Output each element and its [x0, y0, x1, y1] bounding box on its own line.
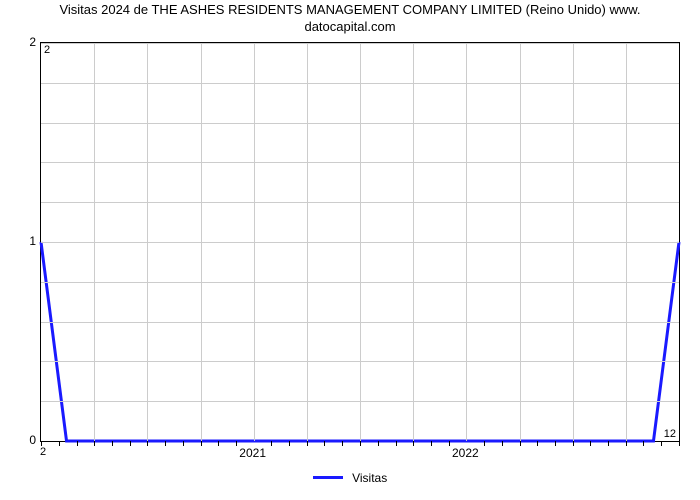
vgrid-line: [520, 43, 521, 441]
x-minor-tick: [661, 441, 662, 446]
x-tick-label: 2021: [239, 446, 266, 460]
vgrid-line: [94, 43, 95, 441]
vgrid-line: [626, 43, 627, 441]
legend: Visitas: [0, 470, 700, 485]
x-minor-tick: [59, 441, 60, 446]
x-minor-tick: [555, 441, 556, 446]
x-minor-tick: [94, 441, 95, 446]
vgrid-line: [201, 43, 202, 441]
plot-area: [40, 42, 680, 442]
vgrid-line: [307, 43, 308, 441]
x-minor-tick: [289, 441, 290, 446]
x-minor-tick: [183, 441, 184, 446]
x-minor-tick: [590, 441, 591, 446]
vgrid-line: [360, 43, 361, 441]
x-minor-tick: [342, 441, 343, 446]
x-minor-tick: [626, 441, 627, 446]
x-minor-tick: [537, 441, 538, 446]
x-minor-tick: [307, 441, 308, 446]
vgrid-line: [413, 43, 414, 441]
x-minor-tick: [218, 441, 219, 446]
vgrid-line: [254, 43, 255, 441]
x-minor-tick: [130, 441, 131, 446]
x-minor-tick: [236, 441, 237, 446]
x-minor-tick: [112, 441, 113, 446]
x-minor-tick: [679, 441, 680, 446]
x-tick-label: 2022: [452, 446, 479, 460]
x-minor-tick: [520, 441, 521, 446]
x-minor-tick: [324, 441, 325, 446]
y-tick-label: 0: [6, 433, 36, 447]
x-minor-tick: [165, 441, 166, 446]
x-minor-tick: [449, 441, 450, 446]
corner-label-bottom-right: 12: [664, 428, 676, 440]
vgrid-line: [573, 43, 574, 441]
corner-label-top-left: 2: [44, 44, 50, 56]
x-minor-tick: [271, 441, 272, 446]
x-minor-tick: [608, 441, 609, 446]
x-minor-tick: [201, 441, 202, 446]
x-minor-tick: [378, 441, 379, 446]
corner-label-bottom-left: 2: [40, 446, 46, 458]
x-minor-tick: [413, 441, 414, 446]
x-minor-tick: [431, 441, 432, 446]
x-minor-tick: [360, 441, 361, 446]
x-minor-tick: [502, 441, 503, 446]
vgrid-line: [147, 43, 148, 441]
legend-swatch: [313, 476, 343, 479]
y-tick-label: 2: [6, 35, 36, 49]
title-line2: datocapital.com: [304, 19, 395, 34]
x-minor-tick: [643, 441, 644, 446]
x-minor-tick: [77, 441, 78, 446]
vgrid-line: [466, 43, 467, 441]
x-minor-tick: [147, 441, 148, 446]
x-minor-tick: [396, 441, 397, 446]
chart-title: Visitas 2024 de THE ASHES RESIDENTS MANA…: [0, 2, 700, 36]
x-minor-tick: [484, 441, 485, 446]
title-line1: Visitas 2024 de THE ASHES RESIDENTS MANA…: [59, 2, 640, 17]
x-minor-tick: [573, 441, 574, 446]
legend-label: Visitas: [352, 471, 387, 485]
y-tick-label: 1: [6, 234, 36, 248]
